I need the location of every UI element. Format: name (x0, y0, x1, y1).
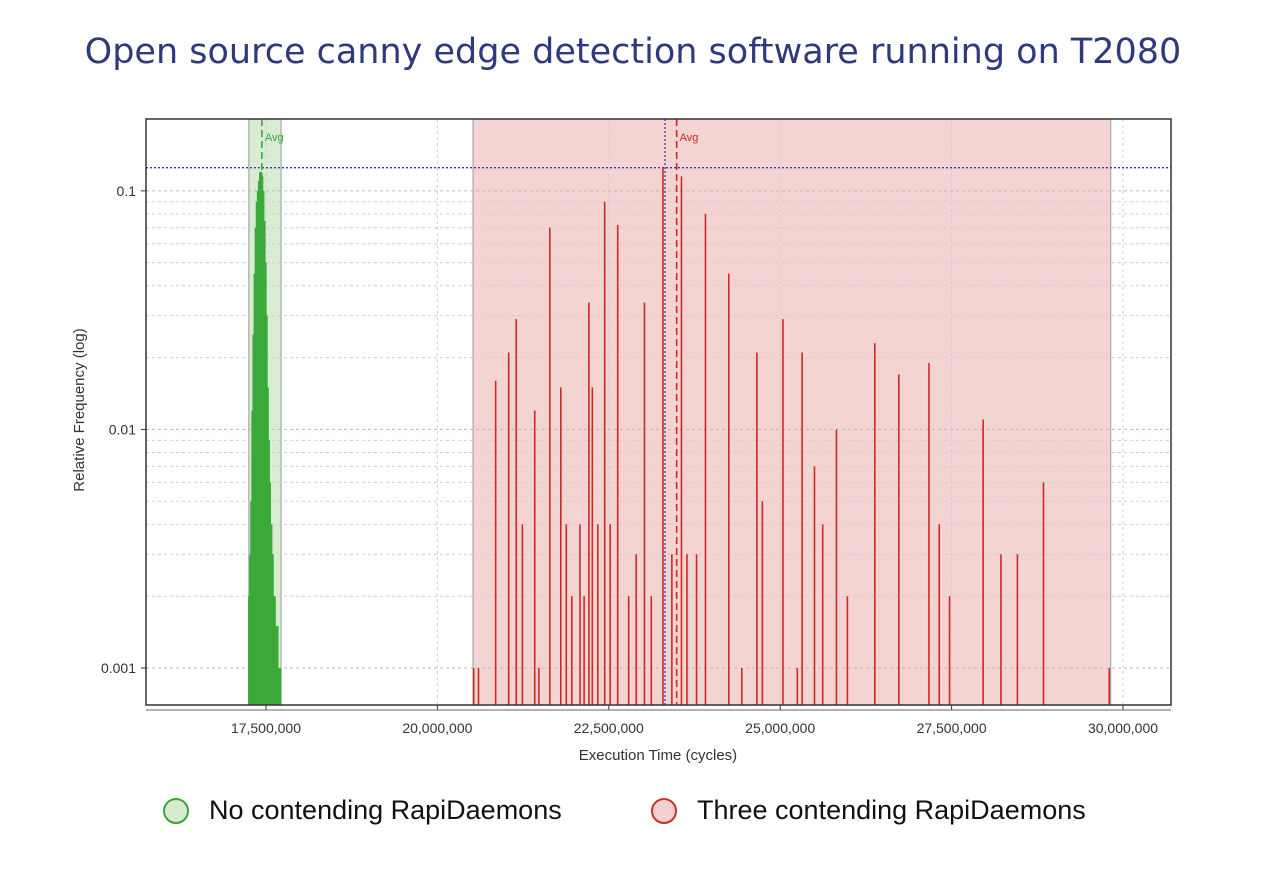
x-tick-label: 30,000,000 (1088, 720, 1158, 736)
green-bar (275, 626, 279, 705)
green-bar (278, 668, 282, 705)
average-label: Avg (265, 132, 284, 144)
green-bar (272, 596, 276, 705)
x-tick-label: 25,000,000 (745, 720, 815, 736)
x-axis-ticks: 17,500,000 20,000,000 22,500,000 25,000,000… (146, 705, 1171, 736)
range-bands (248, 119, 1112, 705)
x-tick-label: 27,500,000 (917, 720, 987, 736)
plot-frame (145, 118, 1172, 706)
average-lines: Avg Avg (261, 119, 699, 705)
y-axis-ticks: 0.001 0.01 0.1 (101, 183, 146, 676)
grid-lines (146, 118, 1171, 705)
red-series-bars (472, 167, 1111, 705)
x-tick-label: 22,500,000 (574, 720, 644, 736)
x-tick-label: 17,500,000 (231, 720, 301, 736)
legend-label-no-contention: No contending RapiDaemons (209, 795, 562, 825)
range-band (473, 119, 1111, 705)
x-tick-label: 20,000,000 (402, 720, 472, 736)
y-tick-label: 0.01 (109, 421, 136, 437)
x-axis-label: Execution Time (cycles) (579, 747, 737, 764)
chart-title: Open source canny edge detection softwar… (84, 32, 1182, 72)
green-circle-icon (163, 797, 189, 824)
average-label: Avg (680, 132, 699, 144)
y-tick-label: 0.001 (101, 660, 136, 676)
y-axis-label: Relative Frequency (log) (71, 328, 88, 491)
reference-lines (146, 119, 1171, 705)
legend-item-no-contention: No contending RapiDaemons (163, 795, 562, 826)
legend-item-three-contention: Three contending RapiDaemons (651, 795, 1086, 826)
green-bar (270, 554, 274, 705)
y-tick-label: 0.1 (117, 183, 137, 199)
legend-label-three-contention: Three contending RapiDaemons (697, 795, 1086, 825)
red-circle-icon (651, 797, 677, 824)
